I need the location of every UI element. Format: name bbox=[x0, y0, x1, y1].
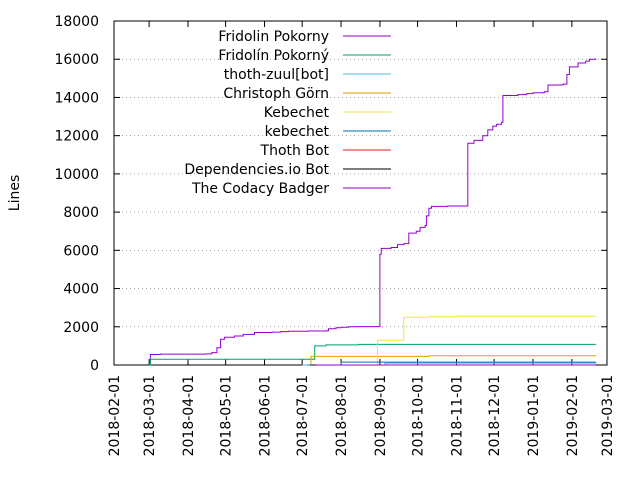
legend-label: Kebechet bbox=[264, 105, 330, 121]
y-tick-label: 8000 bbox=[63, 205, 99, 221]
legend-label: Christoph Görn bbox=[223, 86, 329, 102]
x-tick-label: 2018-02-01 bbox=[107, 375, 123, 456]
y-tick-label: 10000 bbox=[54, 167, 99, 183]
x-tick-label: 2019-02-01 bbox=[565, 375, 581, 456]
plot-border bbox=[113, 20, 608, 366]
series-line bbox=[149, 343, 597, 366]
x-tick-label: 2018-08-01 bbox=[334, 375, 350, 456]
x-tick-label: 2018-12-01 bbox=[487, 375, 503, 456]
legend-label: kebechet bbox=[265, 124, 330, 140]
legend-label: Fridolín Pokorný bbox=[218, 48, 329, 64]
x-tick-label: 2019-03-01 bbox=[600, 375, 616, 456]
y-tick-label: 12000 bbox=[54, 129, 99, 145]
x-tick-label: 2018-10-01 bbox=[411, 375, 427, 456]
y-tick-label: 6000 bbox=[63, 243, 99, 259]
legend-label: thoth-zuul[bot] bbox=[224, 67, 329, 83]
axes: 0 2000 4000 6000 8000 10000 12000 14000 16000 180… bbox=[54, 14, 616, 456]
legend: Fridolin Pokorny Fridolín Pokorný thoth-zu… bbox=[184, 29, 391, 197]
y-tick-label: 0 bbox=[90, 358, 99, 374]
series-lines bbox=[149, 58, 597, 366]
y-tick-label: 2000 bbox=[63, 320, 99, 336]
legend-label: Thoth Bot bbox=[260, 143, 330, 159]
x-tick-label: 2018-09-01 bbox=[373, 375, 389, 456]
x-tick-label: 2018-03-01 bbox=[142, 375, 158, 456]
legend-label: Fridolin Pokorny bbox=[218, 29, 329, 45]
grid-lines bbox=[114, 58, 607, 328]
x-tick-label: 2019-01-01 bbox=[526, 375, 542, 456]
y-tick-label: 16000 bbox=[54, 52, 99, 68]
x-tick-label: 2018-11-01 bbox=[449, 375, 465, 456]
x-tick-label: 2018-07-01 bbox=[295, 375, 311, 456]
y-tick-label: 14000 bbox=[54, 90, 99, 106]
x-tick-label: 2018-04-01 bbox=[181, 375, 197, 456]
series-line bbox=[149, 58, 597, 366]
y-tick-label: 18000 bbox=[54, 14, 99, 30]
y-tick-label: 4000 bbox=[63, 282, 99, 298]
x-tick-label: 2018-05-01 bbox=[219, 375, 235, 456]
y-axis-label: Lines bbox=[7, 175, 23, 211]
x-tick-label: 2018-06-01 bbox=[258, 375, 274, 456]
legend-label: Dependencies.io Bot bbox=[184, 162, 329, 178]
legend-label: The Codacy Badger bbox=[191, 181, 329, 197]
series-line bbox=[374, 315, 597, 366]
